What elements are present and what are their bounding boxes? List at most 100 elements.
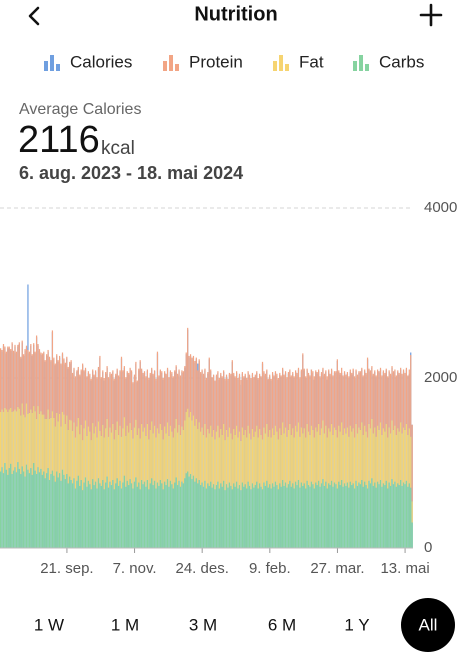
bar-segment [24, 476, 26, 548]
bar-segment [31, 354, 33, 413]
bar-segment [343, 428, 346, 484]
bar-segment [165, 485, 167, 548]
bar-segment [30, 344, 32, 410]
bar-segment [302, 433, 304, 486]
range-button[interactable]: 3 M [189, 615, 217, 634]
bar-segment [204, 480, 206, 548]
bar-segment [119, 425, 121, 481]
bar-segment [362, 486, 364, 548]
bar-segment [94, 370, 97, 427]
bar-segment [130, 429, 133, 484]
bar-segment [313, 488, 315, 548]
bar-segment [205, 488, 208, 548]
bar-segment [366, 437, 369, 489]
bar-segment [156, 351, 159, 429]
chart: 0 2000 4000 21. sep. 7. nov. 24. des. 9. feb. 2… [0, 199, 457, 577]
bar-segment [69, 419, 71, 477]
bar-segment [237, 437, 239, 489]
bar-segment [198, 422, 200, 480]
bar-segment [378, 371, 380, 430]
bar-segment [11, 474, 13, 548]
bar-segment [270, 488, 272, 548]
bar-segment [138, 482, 140, 548]
bar-segment [133, 374, 136, 428]
bar-segment [64, 423, 66, 480]
bar-segment [198, 480, 200, 548]
bar-segment [218, 488, 220, 548]
bar-segment [123, 475, 125, 548]
bar-segment [82, 363, 84, 441]
bar-segment [122, 482, 124, 548]
bar-segment [290, 375, 292, 435]
bar-segment [120, 488, 123, 548]
bar-segment [234, 434, 236, 487]
bar-segment [310, 481, 313, 548]
bar-segment [221, 486, 223, 548]
bar-segment [270, 378, 272, 438]
bar-segment [220, 429, 222, 484]
bar-segment [159, 423, 161, 480]
bar-segment [228, 427, 231, 483]
range-button[interactable]: 1 M [111, 615, 139, 634]
bar-segment [369, 370, 372, 429]
bar-segment [100, 485, 102, 548]
bar-segment [87, 426, 90, 481]
bar-segment [401, 485, 403, 548]
bar-segment [201, 369, 203, 428]
bar-segment [286, 487, 288, 548]
bar-segment [28, 473, 31, 548]
bar-segment [398, 372, 400, 432]
bar-segment [143, 481, 146, 548]
range-button[interactable]: 1 Y [344, 615, 369, 634]
bar-segment [328, 369, 330, 429]
bar-segment [303, 428, 305, 484]
bar-segment [329, 485, 331, 548]
range-button[interactable]: 6 M [268, 615, 296, 634]
bar-segment [174, 370, 176, 429]
range-button[interactable]: All [419, 615, 438, 634]
bar-segment [82, 440, 84, 491]
bar-segment [371, 366, 373, 419]
bar-segment [135, 477, 137, 548]
bar-segment [223, 423, 225, 481]
bar-segment [79, 485, 81, 548]
bar-segment [184, 366, 186, 421]
bar-segment [307, 485, 310, 548]
bar-segment [172, 488, 174, 548]
bar-segment [391, 420, 393, 480]
bar-segment [359, 429, 361, 485]
range-button[interactable]: 1 W [34, 615, 64, 634]
bar-segment [66, 415, 68, 475]
bar-segment [80, 424, 82, 480]
bar-segment [295, 370, 297, 426]
bar-segment [7, 474, 9, 548]
bar-segment [332, 486, 334, 548]
back-button[interactable] [28, 6, 40, 26]
bar-segment [277, 489, 279, 548]
bar-segment [391, 479, 393, 548]
bar-segment [155, 378, 157, 438]
range-button-selected[interactable] [401, 598, 455, 652]
bar-segment [4, 407, 6, 463]
bar-segment [305, 488, 307, 548]
bar-segment [273, 486, 275, 548]
bar-segment [241, 482, 243, 548]
bar-segment [341, 367, 343, 423]
legend-swatch [353, 61, 357, 71]
bar-segment [25, 403, 28, 465]
bar-segment [369, 428, 372, 484]
bar-segment [122, 370, 124, 429]
add-button[interactable] [419, 3, 443, 27]
bar-segment [102, 480, 104, 548]
bar-segment [356, 433, 359, 486]
bar-segment [270, 437, 272, 489]
bar-segment [18, 468, 20, 548]
legend: Calories Protein Fat Carbs [44, 52, 424, 71]
bar-segment [116, 421, 118, 479]
bar-segment [248, 374, 251, 434]
legend-label: Calories [70, 52, 132, 71]
bar-segment [109, 372, 111, 428]
bar-segment [44, 478, 46, 548]
bar-segment [254, 485, 256, 548]
bar-segment [61, 352, 64, 412]
